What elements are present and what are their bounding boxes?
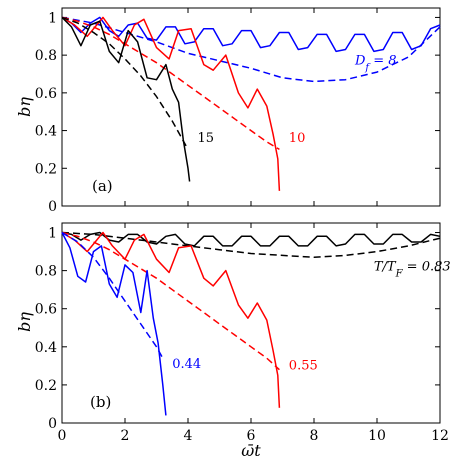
x-tick-label: 12 — [431, 428, 449, 444]
panel-a-ticks: 0 0.2 0.4 0.6 0.8 1 — [35, 8, 441, 215]
panel-a: 0 0.2 0.4 0.6 0.8 1 15 10 Df = 8 (a) bη — [15, 7, 441, 215]
series-line-1 — [61, 16, 441, 83]
panel-b-ylabel: bη — [15, 312, 34, 332]
series-line-5 — [61, 16, 189, 150]
series-line-4 — [61, 16, 191, 182]
y-tick-label: 0.6 — [35, 302, 57, 318]
series-line-0 — [61, 16, 441, 53]
y-tick-label: 0 — [48, 199, 57, 215]
panel-b-label: (b) — [90, 393, 111, 411]
x-tick-label: 10 — [368, 428, 386, 444]
y-tick-label: 1 — [48, 226, 57, 242]
panel-a-label: (a) — [92, 177, 113, 195]
panel-b-annotations: T/TF = 0.83 0.55 0.44 — [172, 260, 450, 374]
x-tick-label: 8 — [310, 428, 319, 444]
annotation-label: 0.44 — [172, 357, 201, 372]
y-tick-label: 0.2 — [35, 378, 57, 394]
y-tick-label: 0.8 — [35, 264, 57, 280]
x-tick-label: 4 — [184, 428, 193, 444]
series-line-4 — [61, 232, 167, 416]
x-axis-label: ω̄t — [241, 441, 261, 460]
y-tick-label: 0.4 — [35, 124, 57, 140]
annotation-label: Df = 8 — [354, 54, 397, 74]
series-line-0 — [61, 231, 441, 247]
x-tick-label: 0 — [58, 428, 67, 444]
annotation-label: T/TF = 0.83 — [374, 260, 451, 280]
y-tick-label: 0 — [48, 416, 57, 432]
panel-a-ylabel: bη — [15, 97, 34, 117]
series-line-3 — [61, 16, 280, 151]
y-tick-label: 1 — [48, 10, 57, 26]
series-line-1 — [61, 231, 441, 259]
y-tick-label: 0.2 — [35, 161, 57, 177]
series-line-5 — [61, 231, 164, 359]
y-tick-label: 0.4 — [35, 340, 57, 356]
annotation-label: 0.55 — [289, 359, 318, 374]
panel-b-series — [61, 231, 441, 416]
panel-a-series — [61, 16, 441, 191]
annotation-label: 10 — [289, 131, 306, 146]
x-tick-label: 6 — [247, 428, 256, 444]
annotation-label: 15 — [197, 131, 214, 146]
series-line-3 — [61, 231, 280, 371]
panel-a-annotations: 15 10 Df = 8 — [197, 54, 396, 146]
y-tick-label: 0.6 — [35, 86, 57, 102]
series-line-2 — [61, 231, 281, 408]
x-tick-label: 2 — [121, 428, 130, 444]
series-line-2 — [61, 16, 281, 191]
panel-b-ticks: 0 2 4 6 8 10 12 0 0.2 0.4 0.6 0.8 1 — [35, 223, 449, 444]
y-tick-label: 0.8 — [35, 48, 57, 64]
